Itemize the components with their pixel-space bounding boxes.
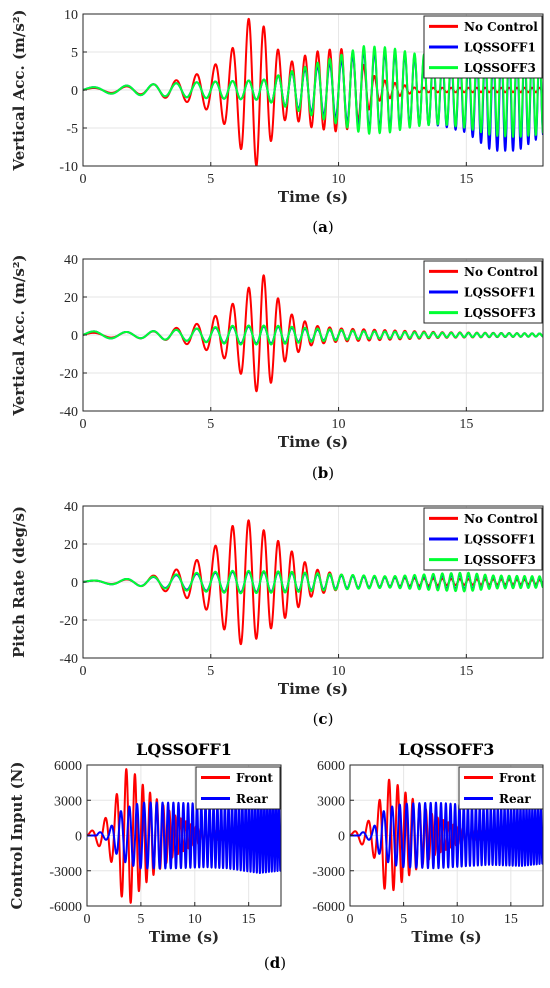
x-tick-label: 15	[459, 417, 473, 432]
y-tick-label: 3000	[54, 794, 82, 809]
legend-label: Rear	[236, 792, 268, 806]
caption-d1: (d)	[264, 954, 286, 972]
legend-label: No Control	[464, 265, 538, 279]
y-axis-label: Vertical Acc. (m/s²)	[10, 254, 28, 416]
y-tick-label: 0	[71, 329, 78, 344]
x-tick-label: 5	[137, 912, 144, 927]
caption-letter: b	[318, 464, 329, 482]
x-axis-label: Time (s)	[278, 680, 348, 698]
legend-label: Front	[236, 771, 273, 785]
y-tick-label: -5	[66, 122, 78, 137]
chart-c: 0 5 10 15 -40 -20 0 20 40 Time (s) Pitch Rate (deg…	[10, 500, 543, 728]
x-tick-label: 15	[504, 912, 518, 927]
x-tick-label: 15	[459, 172, 473, 187]
legend-label: No Control	[464, 512, 538, 526]
y-axis-label: Vertical Acc. (m/s²)	[10, 9, 28, 171]
legend-label: LQSSOFF1	[464, 41, 536, 55]
legend: Front Rear	[459, 767, 543, 809]
y-tick-label: 20	[64, 291, 78, 306]
y-tick-label: 0	[338, 830, 345, 845]
legend-label: Rear	[499, 792, 531, 806]
legend-label: LQSSOFF3	[464, 61, 536, 75]
x-tick-label: 0	[347, 912, 354, 927]
caption-letter: c	[318, 710, 327, 728]
chart-d1: 0 5 10 15 -6000 -3000 0 3000 6000 Time (s) Control…	[8, 740, 286, 972]
legend-label: Front	[499, 771, 536, 785]
x-axis-label: Time (s)	[278, 433, 348, 451]
x-tick-label: 0	[80, 172, 87, 187]
y-tick-label: 5	[71, 46, 78, 61]
caption-letter: a	[318, 218, 328, 236]
y-tick-label: 3000	[317, 794, 345, 809]
x-tick-label: 10	[188, 912, 202, 927]
x-axis-label: Time (s)	[278, 188, 348, 206]
y-tick-label: 6000	[54, 759, 82, 774]
legend-label: LQSSOFF1	[464, 533, 536, 547]
legend: No Control LQSSOFF1 LQSSOFF3	[424, 508, 542, 570]
y-tick-label: -6000	[49, 900, 82, 915]
x-tick-label: 10	[450, 912, 464, 927]
x-tick-label: 0	[80, 417, 87, 432]
chart-b: 0 5 10 15 -40 -20 0 20 40 Time (s) Vertical Acc. (…	[10, 253, 543, 482]
x-tick-label: 10	[332, 417, 346, 432]
x-tick-label: 5	[207, 664, 214, 679]
chart-title: LQSSOFF3	[399, 740, 495, 759]
x-tick-label: 10	[332, 664, 346, 679]
y-tick-label: -40	[59, 652, 78, 667]
caption-a: (a)	[312, 218, 333, 236]
legend-label: No Control	[464, 20, 538, 34]
chart-d2: 0 5 10 15 -6000 -3000 0 3000 6000 Time (s) LQSSOFF…	[312, 740, 543, 946]
legend: No Control LQSSOFF1 LQSSOFF3	[424, 261, 542, 323]
chart-title: LQSSOFF1	[136, 740, 232, 759]
y-tick-label: 6000	[317, 759, 345, 774]
x-axis-label: Time (s)	[411, 928, 481, 946]
y-tick-label: -20	[59, 614, 78, 629]
y-tick-label: 40	[64, 253, 78, 268]
x-tick-label: 5	[400, 912, 407, 927]
x-tick-label: 5	[207, 172, 214, 187]
caption-b: (b)	[312, 464, 334, 482]
y-tick-label: -6000	[312, 900, 345, 915]
x-tick-label: 15	[242, 912, 256, 927]
y-tick-label: -10	[59, 160, 78, 175]
legend-label: LQSSOFF3	[464, 306, 536, 320]
caption-c: (c)	[313, 710, 334, 728]
y-tick-label: 40	[64, 500, 78, 515]
y-tick-label: -3000	[312, 865, 345, 880]
y-tick-label: -20	[59, 367, 78, 382]
legend: Front Rear	[196, 767, 280, 809]
x-axis-label: Time (s)	[149, 928, 219, 946]
y-tick-label: -40	[59, 405, 78, 420]
y-tick-label: 0	[71, 84, 78, 99]
x-tick-label: 15	[459, 664, 473, 679]
caption-letter: d	[270, 954, 281, 972]
legend: No Control LQSSOFF1 LQSSOFF3	[424, 16, 542, 78]
x-tick-label: 10	[332, 172, 346, 187]
y-axis-label: Pitch Rate (deg/s)	[10, 506, 28, 658]
x-tick-label: 0	[80, 664, 87, 679]
y-tick-label: 0	[75, 830, 82, 845]
y-tick-label: 0	[71, 576, 78, 591]
x-tick-label: 5	[207, 417, 214, 432]
y-axis-label: Control Input (N)	[8, 762, 26, 910]
x-tick-label: 0	[84, 912, 91, 927]
y-tick-label: -3000	[49, 865, 82, 880]
legend-label: LQSSOFF1	[464, 286, 536, 300]
legend-label: LQSSOFF3	[464, 553, 536, 567]
y-tick-label: 10	[64, 8, 78, 23]
y-tick-label: 20	[64, 538, 78, 553]
